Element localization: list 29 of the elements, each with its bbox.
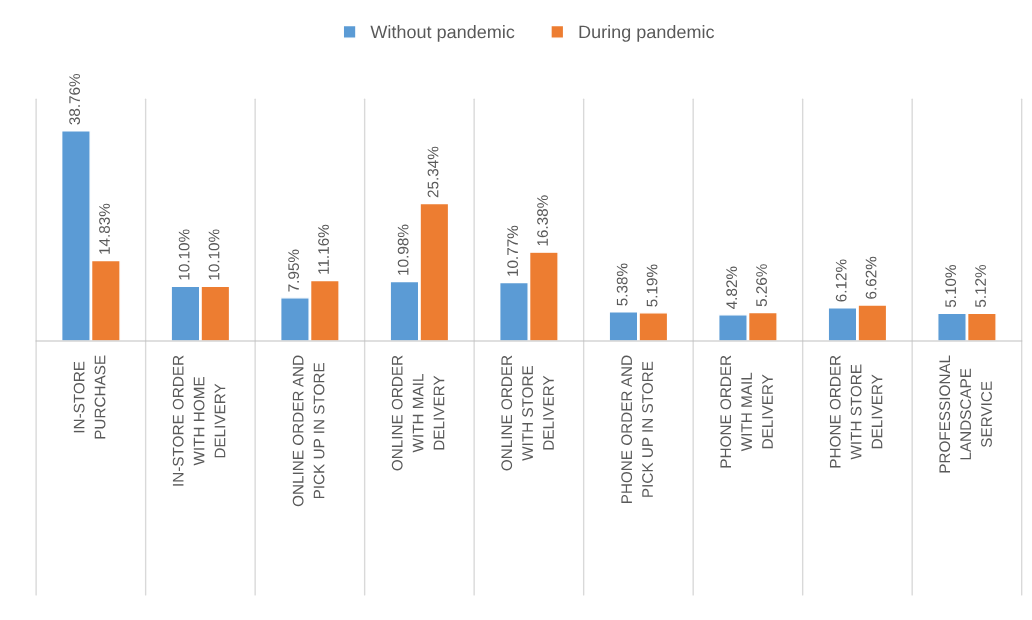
data-label: 5.38%: [616, 263, 628, 306]
x-tick-label: PHONE ORDER AND PICK UP IN STORE: [621, 355, 653, 504]
data-label: 5.10%: [945, 265, 957, 308]
data-label: 4.82%: [726, 266, 738, 309]
x-tick-label: ONLINE ORDER AND PICK UP IN STORE: [292, 355, 325, 507]
data-label: 14.83%: [99, 203, 110, 254]
data-label: 10.98%: [397, 224, 409, 275]
data-label: 5.12%: [975, 264, 986, 308]
legend-label: During pandemic: [579, 25, 715, 42]
data-label: 10.10%: [178, 229, 190, 280]
data-label: 6.12%: [835, 259, 847, 302]
legend-label: Without pandemic: [370, 25, 515, 42]
data-label: 10.77%: [507, 225, 519, 276]
x-tick-label: ONLINE ORDER WITH STORE DELIVERY: [501, 355, 554, 471]
data-label: 25.34%: [427, 146, 439, 198]
data-label: 10.10%: [208, 229, 220, 280]
x-tick-label: PHONE ORDER WITH STORE DELIVERY: [829, 355, 883, 468]
x-tick-label: IN-STORE PURCHASE: [73, 355, 106, 439]
x-tick-label: ONLINE ORDER WITH MAIL DELIVERY: [391, 355, 445, 471]
x-tick-label: PHONE ORDER WITH MAIL DELIVERY: [720, 355, 773, 468]
data-label: 7.95%: [288, 249, 300, 292]
x-tick-label: PROFESSIONAL LANDSCAPE SERVICE: [939, 355, 992, 473]
data-label: 5.19%: [646, 264, 658, 307]
x-tick-label: IN-STORE ORDER WITH HOME DELIVERY: [172, 355, 226, 486]
data-label: 5.26%: [756, 264, 767, 307]
data-label: 38.76%: [69, 73, 81, 125]
data-label: 16.38%: [537, 195, 548, 246]
data-label: 6.62%: [865, 256, 877, 299]
data-label: 11.16%: [318, 224, 329, 274]
